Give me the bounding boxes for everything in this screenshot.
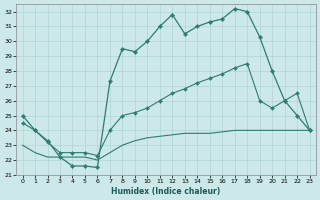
- X-axis label: Humidex (Indice chaleur): Humidex (Indice chaleur): [111, 187, 221, 196]
